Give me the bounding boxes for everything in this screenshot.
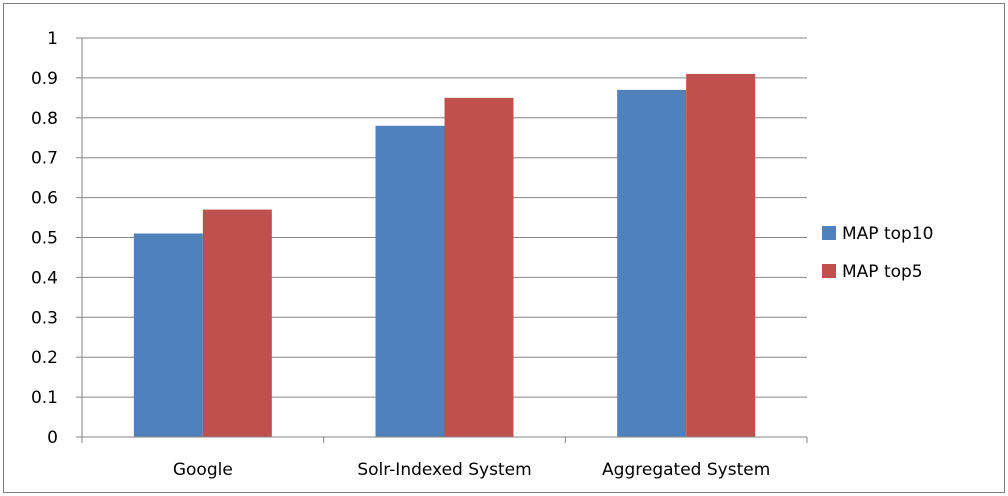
- bar: [202, 209, 272, 437]
- legend-swatch: [822, 264, 836, 278]
- x-category-label: Google: [173, 460, 233, 480]
- axes: [76, 37, 808, 443]
- x-category-label: Solr-Indexed System: [357, 460, 531, 480]
- y-tick-label: 0.2: [31, 348, 58, 368]
- y-tick-label: 0.1: [31, 388, 58, 408]
- bar: [133, 233, 203, 437]
- y-tick-label: 0.6: [31, 189, 58, 209]
- bars: [133, 73, 756, 438]
- y-tick-label: 0.5: [31, 229, 58, 249]
- axis-labels: 0 0.1 0.2 0.3 0.4 0.5 0.6 0.7 0.8 0.9 1 Google Solr-…: [31, 29, 770, 480]
- y-tick-label: 1: [47, 29, 58, 49]
- y-tick-label: 0.9: [31, 69, 58, 89]
- x-category-label: Aggregated System: [602, 460, 770, 480]
- y-tick-label: 0.3: [31, 308, 58, 328]
- legend-label: MAP top10: [842, 224, 933, 244]
- y-tick-label: 0.7: [31, 149, 58, 169]
- legend: MAP top10 MAP top5: [822, 224, 933, 282]
- y-tick-label: 0.4: [31, 268, 58, 288]
- legend-swatch: [822, 226, 836, 240]
- y-tick-label: 0: [47, 428, 58, 448]
- bar: [686, 73, 756, 437]
- legend-label: MAP top5: [842, 262, 923, 282]
- bar: [375, 125, 445, 437]
- bar: [617, 89, 687, 438]
- y-tick-label: 0.8: [31, 109, 58, 129]
- bar: [444, 97, 514, 437]
